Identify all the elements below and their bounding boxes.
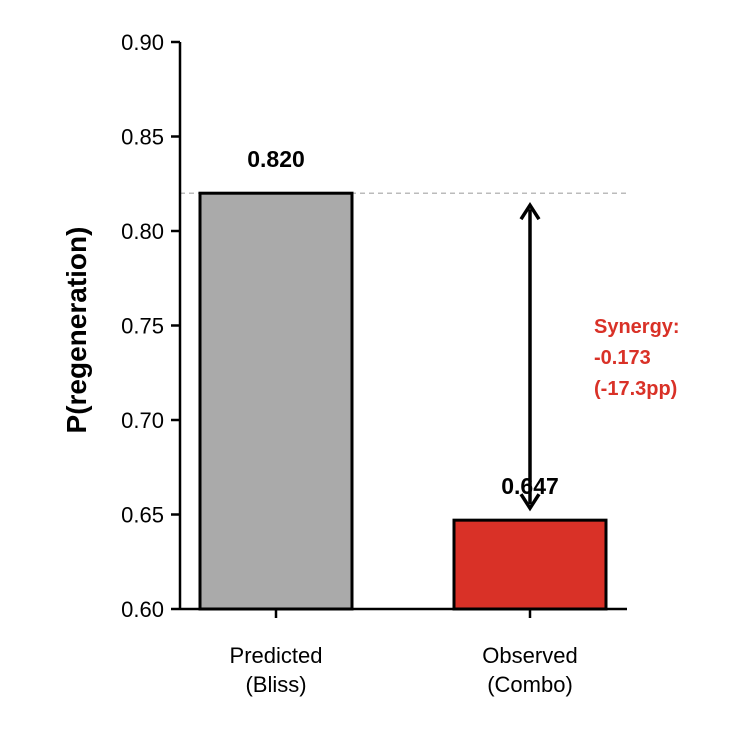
bar-value-label: 0.820 [247,146,305,172]
bar-predicted [198,191,354,611]
synergy-arrow-head-down [519,493,541,512]
synergy-annotation: Synergy: [594,316,680,338]
y-axis-label: P(regeneration) [61,227,92,434]
y-tick-label: 0.65 [121,503,164,528]
y-tick-label: 0.70 [121,408,164,433]
y-tick-label: 0.80 [121,219,164,244]
x-tick-label: Predicted [230,643,323,668]
x-tick-label: Observed [482,643,577,668]
y-tick-label: 0.90 [121,30,164,55]
y-tick-label: 0.75 [121,314,164,339]
x-tick-label: (Combo) [487,672,573,697]
y-tick-label: 0.60 [121,597,164,622]
x-tick-label: (Bliss) [245,672,306,697]
synergy-annotation: -0.173 [594,347,651,369]
synergy-annotation: (-17.3pp) [594,378,677,400]
y-tick-label: 0.85 [121,125,164,150]
synergy-arrow-head-up [519,201,541,221]
bar-observed [452,518,608,611]
